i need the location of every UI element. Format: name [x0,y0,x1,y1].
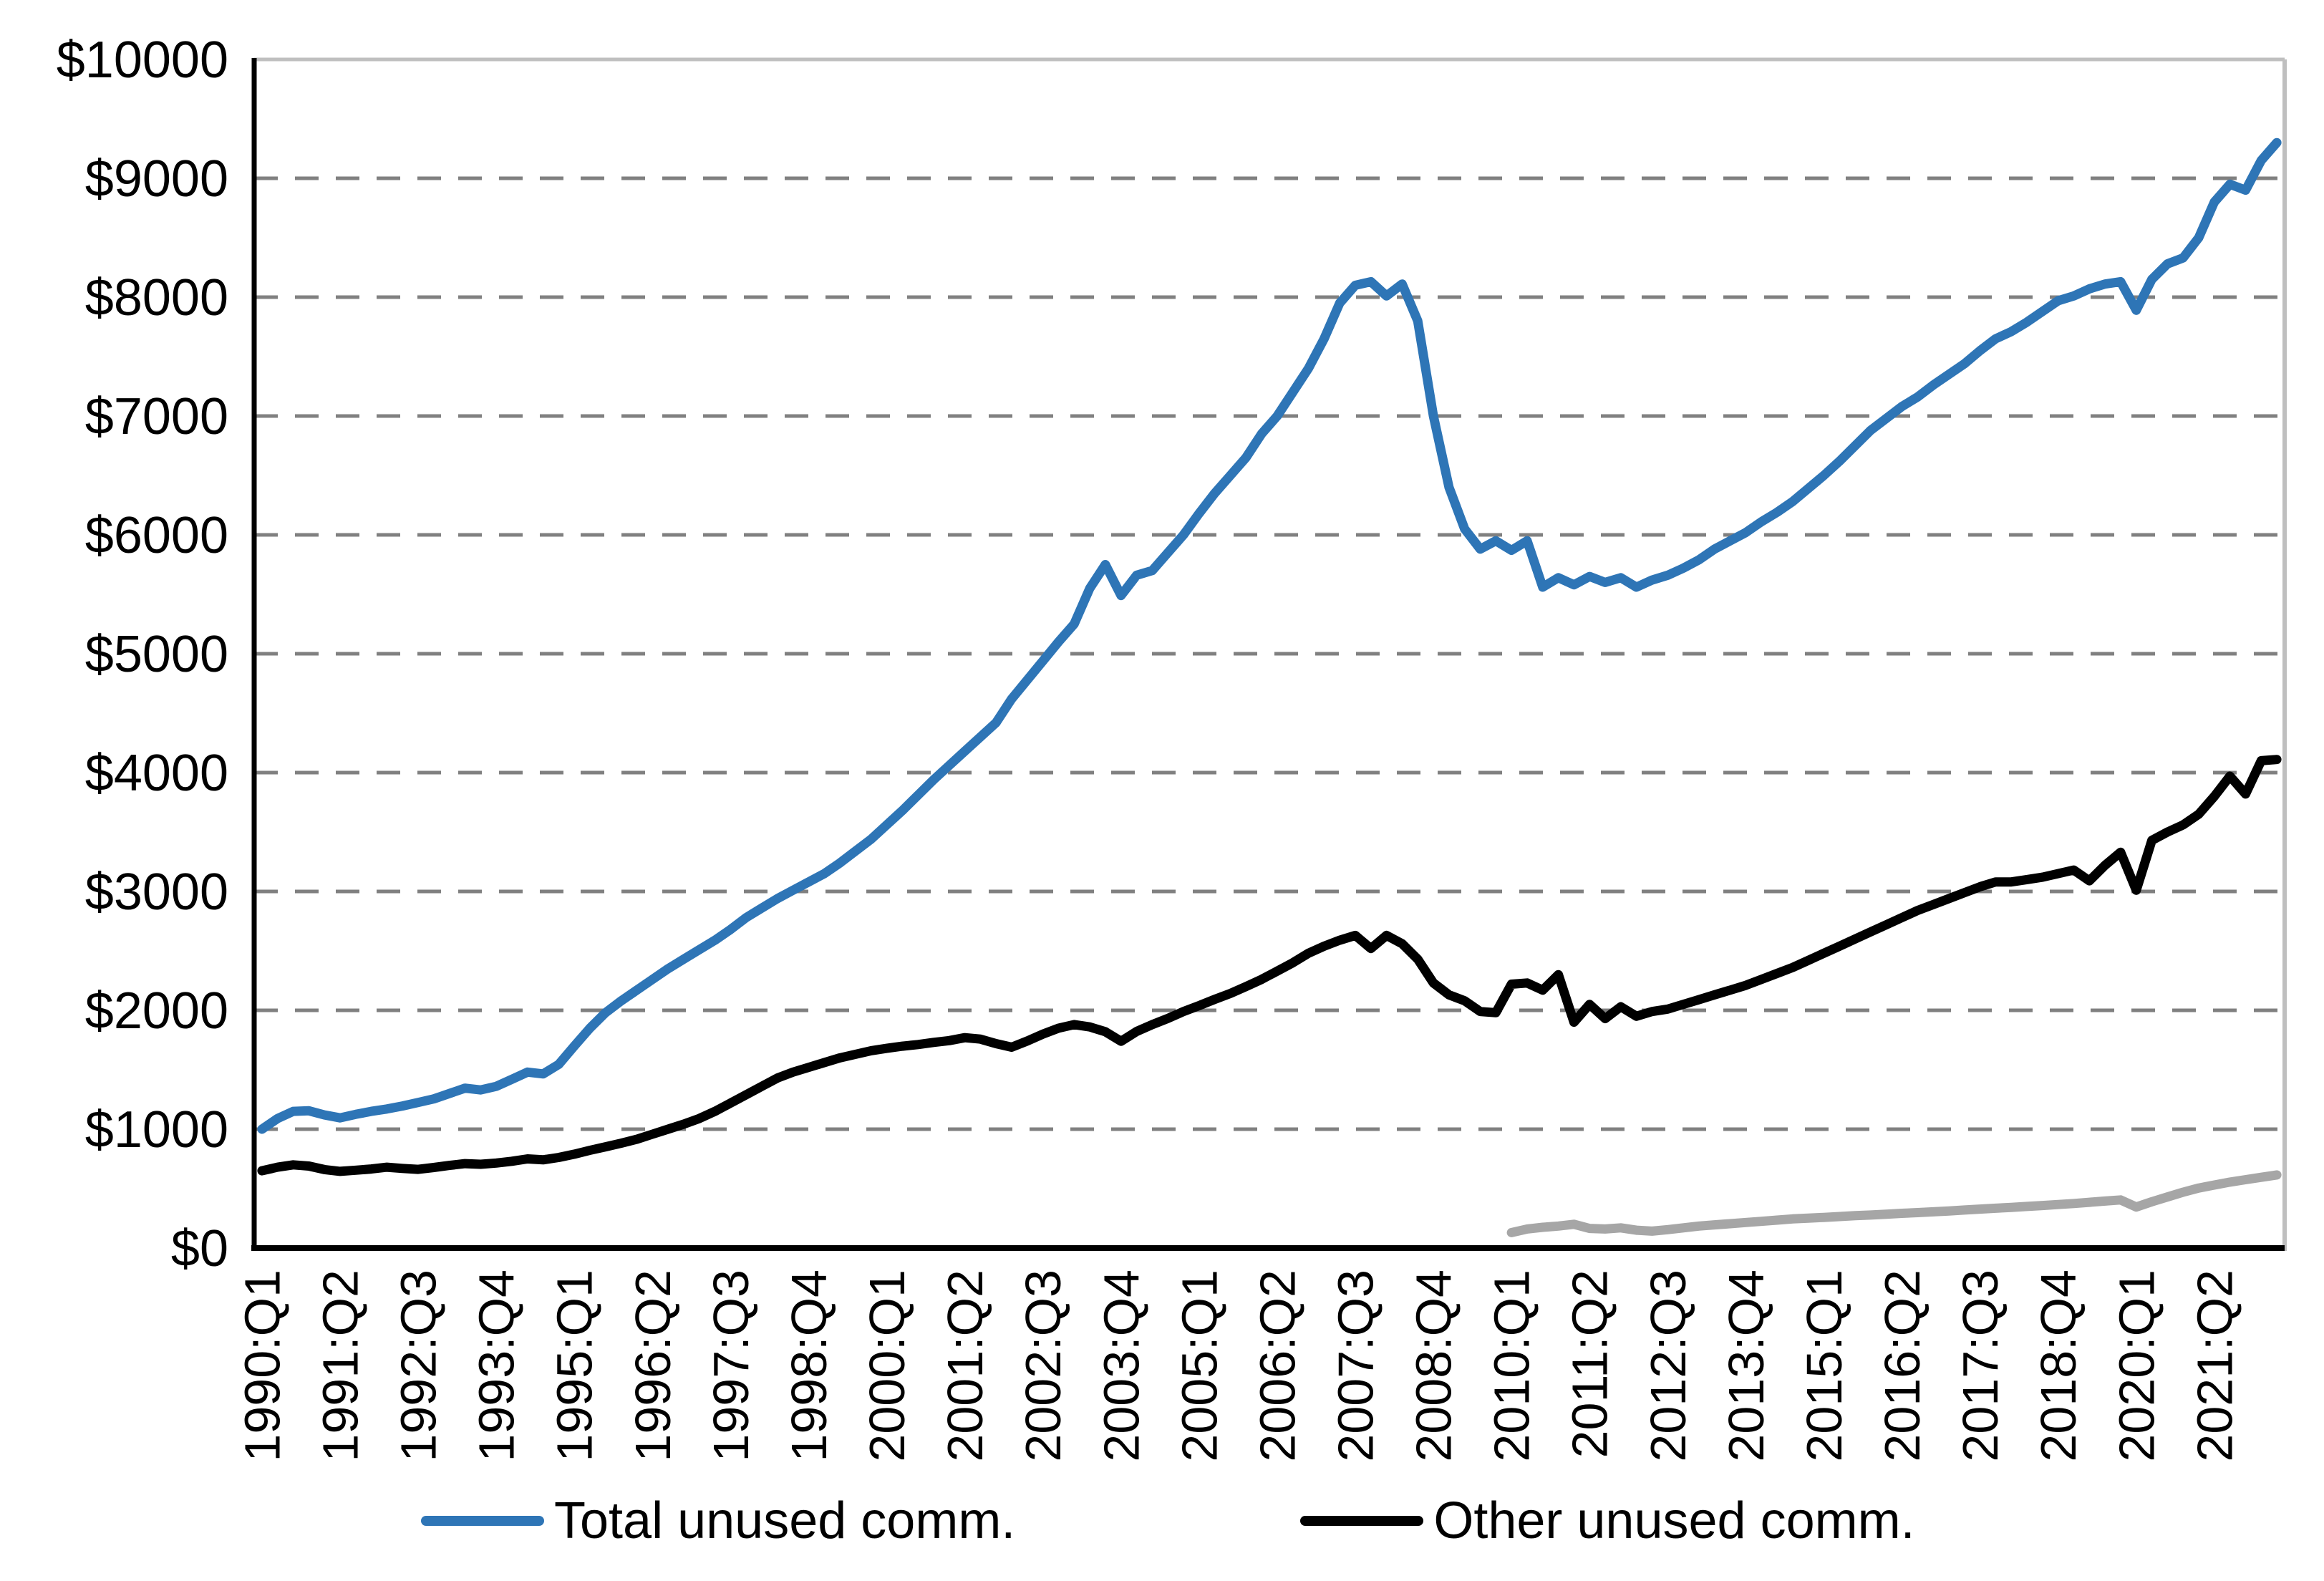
x-tick-label-2003Q4: 2003:Q4 [1093,1270,1149,1462]
gridlines [254,176,2285,1131]
y-tick-label-0: $0 [171,1220,228,1277]
x-tick-label-2001Q2: 2001:Q2 [937,1270,993,1462]
x-tick-label-2021Q2: 2021:Q2 [2187,1270,2242,1462]
x-tick-label-2018Q4: 2018:Q4 [2030,1270,2086,1462]
x-tick-label-1996Q2: 1996:Q2 [625,1270,681,1462]
x-tick-label-2016Q2: 2016:Q2 [1874,1270,1930,1462]
x-tick-label-2013Q4: 2013:Q4 [1718,1270,1774,1462]
legend-label-other: Other unused comm. [1433,1492,1915,1549]
y-tick-label-6000: $6000 [85,507,228,564]
y-tick-label-9000: $9000 [85,150,228,208]
x-tick-label-2006Q2: 2006:Q2 [1249,1270,1305,1462]
x-axis-tick-labels: 1990:Q1 1991:Q2 1992:Q3 1993:Q4 1995:Q1 1996:… [234,1270,2242,1462]
x-tick-label-1992Q3: 1992:Q3 [391,1270,447,1462]
data-series [257,137,2282,1237]
x-tick-label-2015Q1: 2015:Q1 [1796,1270,1852,1462]
x-tick-label-2012Q3: 2012:Q3 [1640,1270,1696,1462]
x-tick-label-2000Q1: 2000:Q1 [859,1270,915,1462]
series-line-gray-2 [1506,1170,2282,1237]
legend: Total unused comm. Other unused comm. [421,1495,1915,1547]
legend-label-total: Total unused comm. [554,1492,1016,1549]
legend-swatch-other-line [1300,1516,1424,1526]
y-tick-label-4000: $4000 [85,745,228,802]
y-tick-label-7000: $7000 [85,388,228,445]
y-axis-tick-labels: $0 $1000 $2000 $3000 $4000 $5000 $6000 $7000 $80… [57,32,228,1277]
x-tick-label-2011Q2: 2011:Q2 [1562,1270,1618,1458]
series-line-other-unused-comm [257,755,2282,1176]
x-tick-label-2007Q3: 2007:Q3 [1327,1270,1383,1462]
legend-item-total[interactable]: Total unused comm. [421,1495,1015,1547]
y-tick-label-10000: $10000 [57,32,228,89]
y-tick-label-2000: $2000 [85,982,228,1040]
x-tick-label-2017Q3: 2017:Q3 [1952,1270,2008,1462]
x-tick-label-1995Q1: 1995:Q1 [547,1270,603,1462]
x-tick-label-2002Q3: 2002:Q3 [1015,1270,1071,1462]
legend-swatch-total-line [421,1516,544,1526]
x-tick-label-2010Q1: 2010:Q1 [1484,1270,1540,1462]
plot-borders [254,57,2287,1251]
y-tick-label-8000: $8000 [85,269,228,327]
x-tick-label-1990Q1: 1990:Q1 [234,1270,290,1462]
x-tick-label-1998Q4: 1998:Q4 [781,1270,837,1462]
y-tick-label-1000: $1000 [85,1101,228,1159]
y-tick-label-3000: $3000 [85,864,228,921]
series-line-total-unused-comm [257,137,2282,1134]
axes [251,58,2285,1251]
legend-item-other[interactable]: Other unused comm. [1300,1492,1915,1549]
x-tick-label-1993Q4: 1993:Q4 [469,1270,525,1462]
x-tick-label-2020Q1: 2020:Q1 [2108,1270,2164,1462]
x-tick-label-2008Q4: 2008:Q4 [1406,1270,1462,1462]
y-tick-label-5000: $5000 [85,626,228,683]
x-tick-label-1997Q3: 1997:Q3 [703,1270,759,1462]
x-tick-label-1991Q2: 1991:Q2 [312,1270,368,1462]
x-tick-label-2005Q1: 2005:Q1 [1171,1270,1227,1462]
